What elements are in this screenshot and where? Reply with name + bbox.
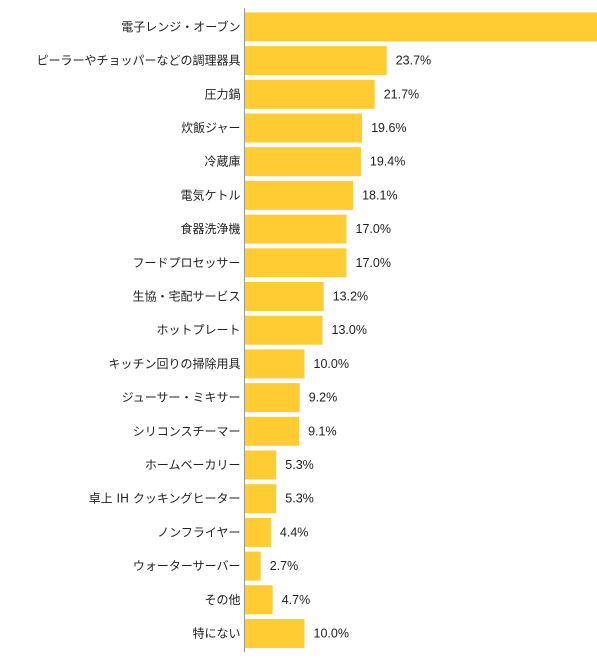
bar-5 [244, 147, 361, 177]
value-label: 13.0% [332, 323, 367, 337]
bar-9 [244, 282, 324, 311]
bar-7 [244, 214, 347, 244]
category-label: ホームベーカリー [145, 458, 241, 472]
value-label: 2.7% [270, 559, 299, 573]
bars-group [244, 12, 597, 648]
value-label: 13.2% [333, 289, 368, 303]
category-label: 電子レンジ・オーブン [121, 19, 240, 34]
category-label: 特にない [192, 625, 240, 640]
bar-19 [244, 619, 305, 648]
value-label: 19.4% [370, 155, 405, 169]
category-label: 電気ケトル [180, 187, 240, 202]
category-label: 炊飯ジャー [181, 120, 240, 135]
value-label: 17.0% [356, 256, 391, 270]
value-label: 10.0% [314, 357, 349, 371]
bar-13 [244, 416, 300, 446]
category-label: その他 [204, 593, 240, 607]
value-label: 21.7% [384, 87, 419, 101]
bar-16 [244, 517, 271, 547]
bar-10 [244, 315, 323, 345]
value-label: 4.7% [282, 593, 311, 607]
category-label: ジューサー・ミキサー [122, 391, 241, 405]
category-label: 生協・宅配サービス [132, 288, 240, 303]
bar-15 [244, 484, 277, 514]
bar-4 [244, 113, 363, 143]
bar-3 [244, 79, 375, 109]
value-label: 9.1% [308, 424, 337, 438]
bar-17 [244, 551, 261, 581]
category-label: 圧力鍋 [204, 86, 240, 101]
value-label: 19.6% [371, 121, 406, 135]
category-label: キッチン回りの掃除用具 [108, 356, 240, 371]
category-label: 冷蔵庫 [204, 155, 240, 169]
category-label: ピーラーやチョッパーなどの調理器具 [36, 54, 240, 68]
bar-2 [244, 46, 387, 76]
category-label: ノンフライヤー [157, 525, 240, 539]
bar-11 [244, 349, 305, 379]
category-label: 卓上 IH クッキングヒーター [89, 492, 241, 506]
value-label: 23.7% [396, 54, 431, 68]
value-label: 17.0% [356, 222, 391, 236]
value-label: 10.0% [314, 626, 349, 640]
bar-8 [244, 248, 347, 278]
bar-12 [244, 383, 300, 413]
value-label: 5.3% [285, 458, 314, 472]
bar-1 [244, 12, 597, 42]
value-label: 4.4% [280, 525, 309, 539]
bar-6 [244, 180, 354, 210]
category-labels-group: 電子レンジ・オーブンピーラーやチョッパーなどの調理器具圧力鍋炊飯ジャー冷蔵庫電気… [36, 19, 240, 641]
bar-18 [244, 585, 273, 615]
value-label: 9.2% [309, 391, 338, 405]
category-label: ウォーターサーバー [133, 559, 241, 573]
bar-14 [244, 450, 277, 480]
value-label: 18.1% [362, 188, 397, 202]
value-labels-group: 59.6%23.7%21.7%19.6%19.4%18.1%17.0%17.0%… [270, 54, 431, 641]
category-label: フードプロセッサー [132, 256, 240, 270]
category-label: 食器洗浄機 [180, 221, 240, 236]
value-label: 5.3% [285, 492, 314, 506]
category-label: ホットプレート [156, 323, 240, 337]
category-label: シリコンスチーマー [133, 424, 241, 438]
